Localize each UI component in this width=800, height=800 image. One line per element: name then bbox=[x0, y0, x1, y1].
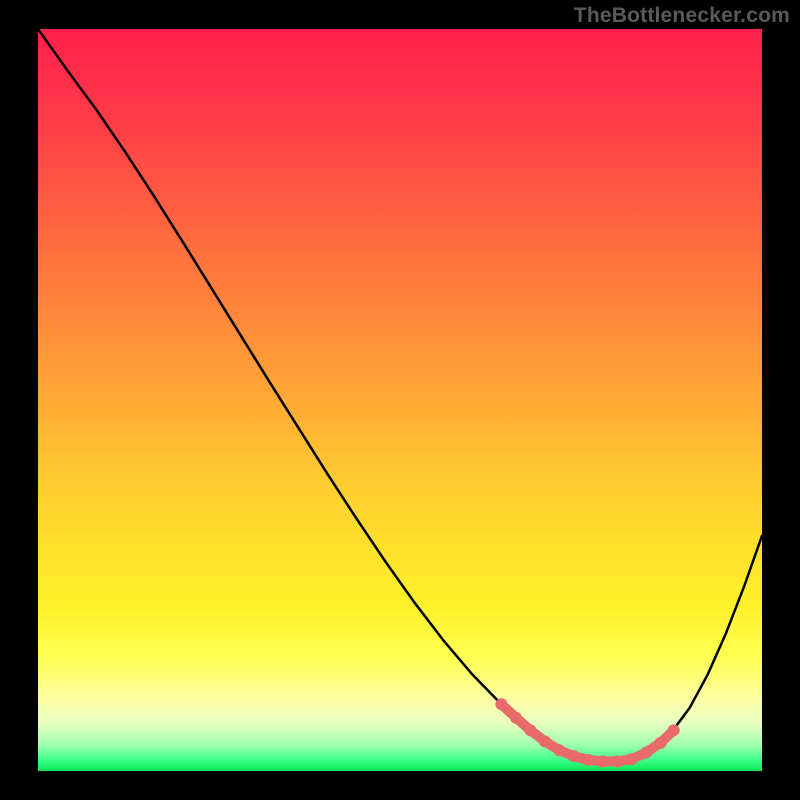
optimal-range-dot bbox=[524, 724, 536, 736]
optimal-range-dot bbox=[640, 746, 652, 758]
canvas: TheBottlenecker.com bbox=[0, 0, 800, 800]
optimal-range-dot bbox=[626, 753, 638, 765]
optimal-range-dot bbox=[539, 735, 551, 747]
optimal-range-dot bbox=[668, 724, 680, 736]
optimal-range-dot bbox=[553, 744, 565, 756]
watermark-text: TheBottlenecker.com bbox=[574, 4, 790, 28]
gradient-background bbox=[38, 29, 762, 771]
optimal-range-dot bbox=[582, 754, 594, 766]
optimal-range-dot bbox=[655, 737, 667, 749]
optimal-range-dot bbox=[568, 750, 580, 762]
optimal-range-dot bbox=[510, 712, 522, 724]
optimal-range-dot bbox=[495, 698, 507, 710]
optimal-range-dot bbox=[597, 755, 609, 767]
plot-area bbox=[38, 29, 762, 771]
chart-svg bbox=[38, 29, 762, 771]
optimal-range-dot bbox=[611, 755, 623, 767]
